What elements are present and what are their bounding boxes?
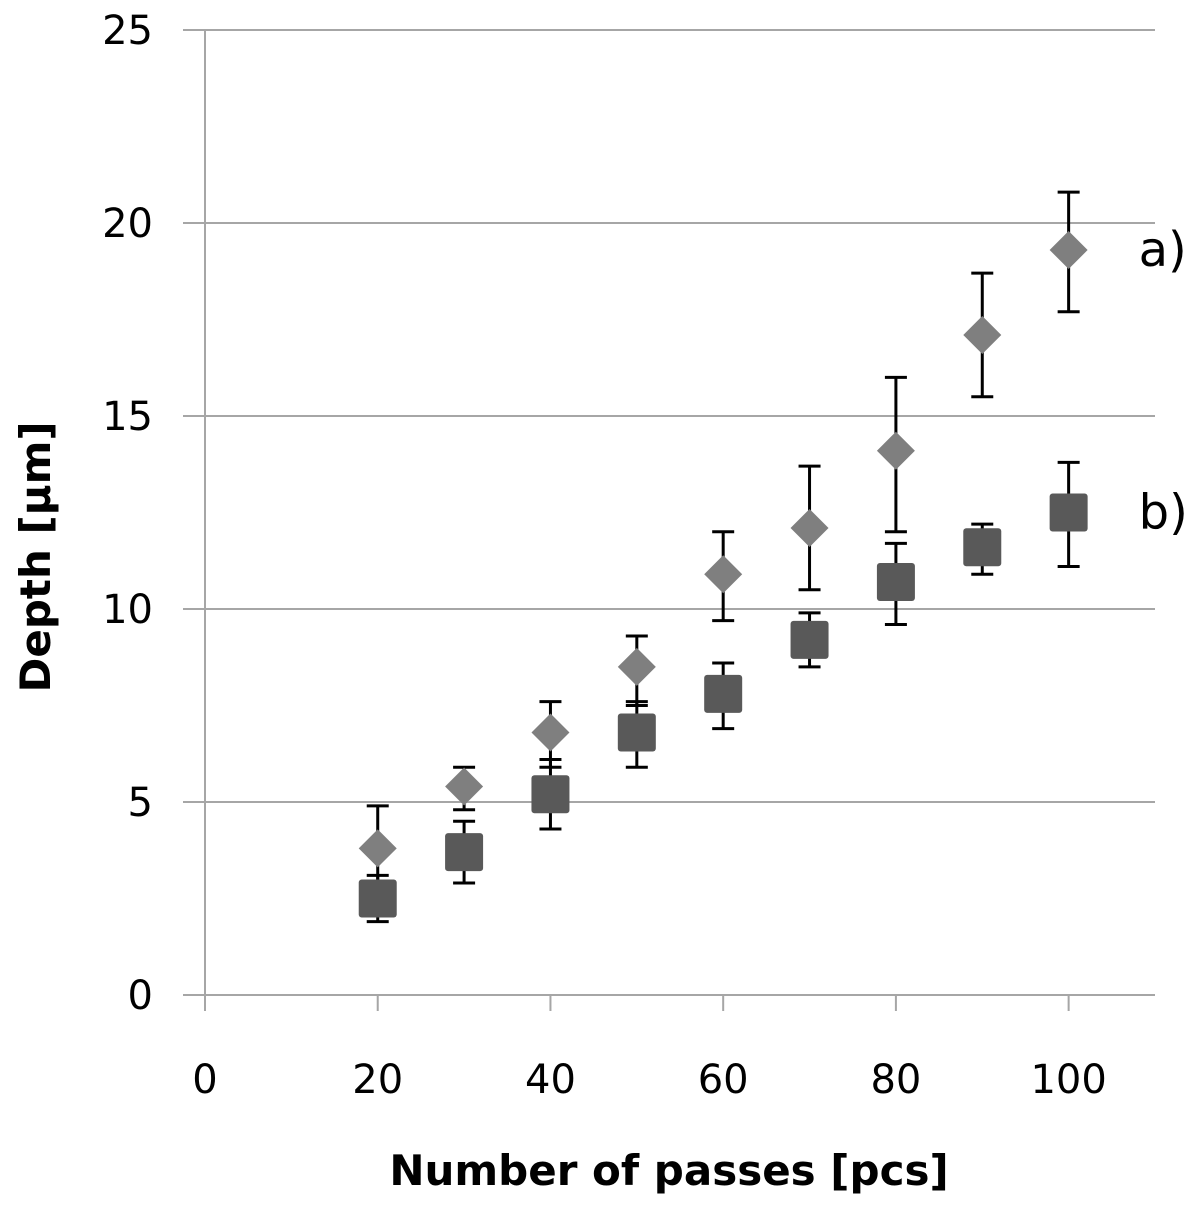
data-point-diamond [963,315,1002,354]
y-tick-label: 20 [102,201,153,247]
data-point-square [358,879,397,918]
tick-labels: 0 5 10 15 20 25 0 20 40 60 80 100 [102,8,1107,1103]
y-axis-title: Depth [µm] [11,421,60,692]
x-axis-title: Number of passes [pcs] [389,1146,948,1195]
data-points [358,231,1088,918]
data-point-diamond [358,829,397,868]
data-point-diamond [445,767,484,806]
data-point-square [531,775,570,814]
grid-lines [205,29,1155,803]
axes [183,29,1155,1011]
x-tick-label: 20 [352,1057,403,1103]
data-point-square [704,674,743,713]
series-labels: a) b) [1139,222,1188,540]
x-tick-label: 100 [1030,1057,1106,1103]
data-point-square [1049,493,1088,532]
data-point-square [790,620,829,659]
data-point-diamond [790,508,829,547]
series-label-b: b) [1139,485,1188,541]
data-point-square [876,562,915,601]
data-point-square [445,833,484,872]
x-tick-label: 0 [192,1057,217,1103]
data-point-diamond [876,431,915,470]
y-tick-label: 0 [128,973,153,1019]
y-tick-label: 25 [102,8,153,54]
data-point-square [617,713,656,752]
x-tick-label: 40 [525,1057,576,1103]
x-tick-label: 60 [698,1057,749,1103]
data-point-diamond [617,647,656,686]
y-tick-label: 15 [102,394,153,440]
data-point-diamond [531,713,570,752]
data-point-diamond [1049,231,1088,270]
x-tick-label: 80 [870,1057,921,1103]
y-tick-label: 10 [102,587,153,633]
y-tick-label: 5 [128,780,153,826]
series-label-a: a) [1139,222,1187,278]
data-point-diamond [704,555,743,594]
data-point-square [963,528,1002,567]
